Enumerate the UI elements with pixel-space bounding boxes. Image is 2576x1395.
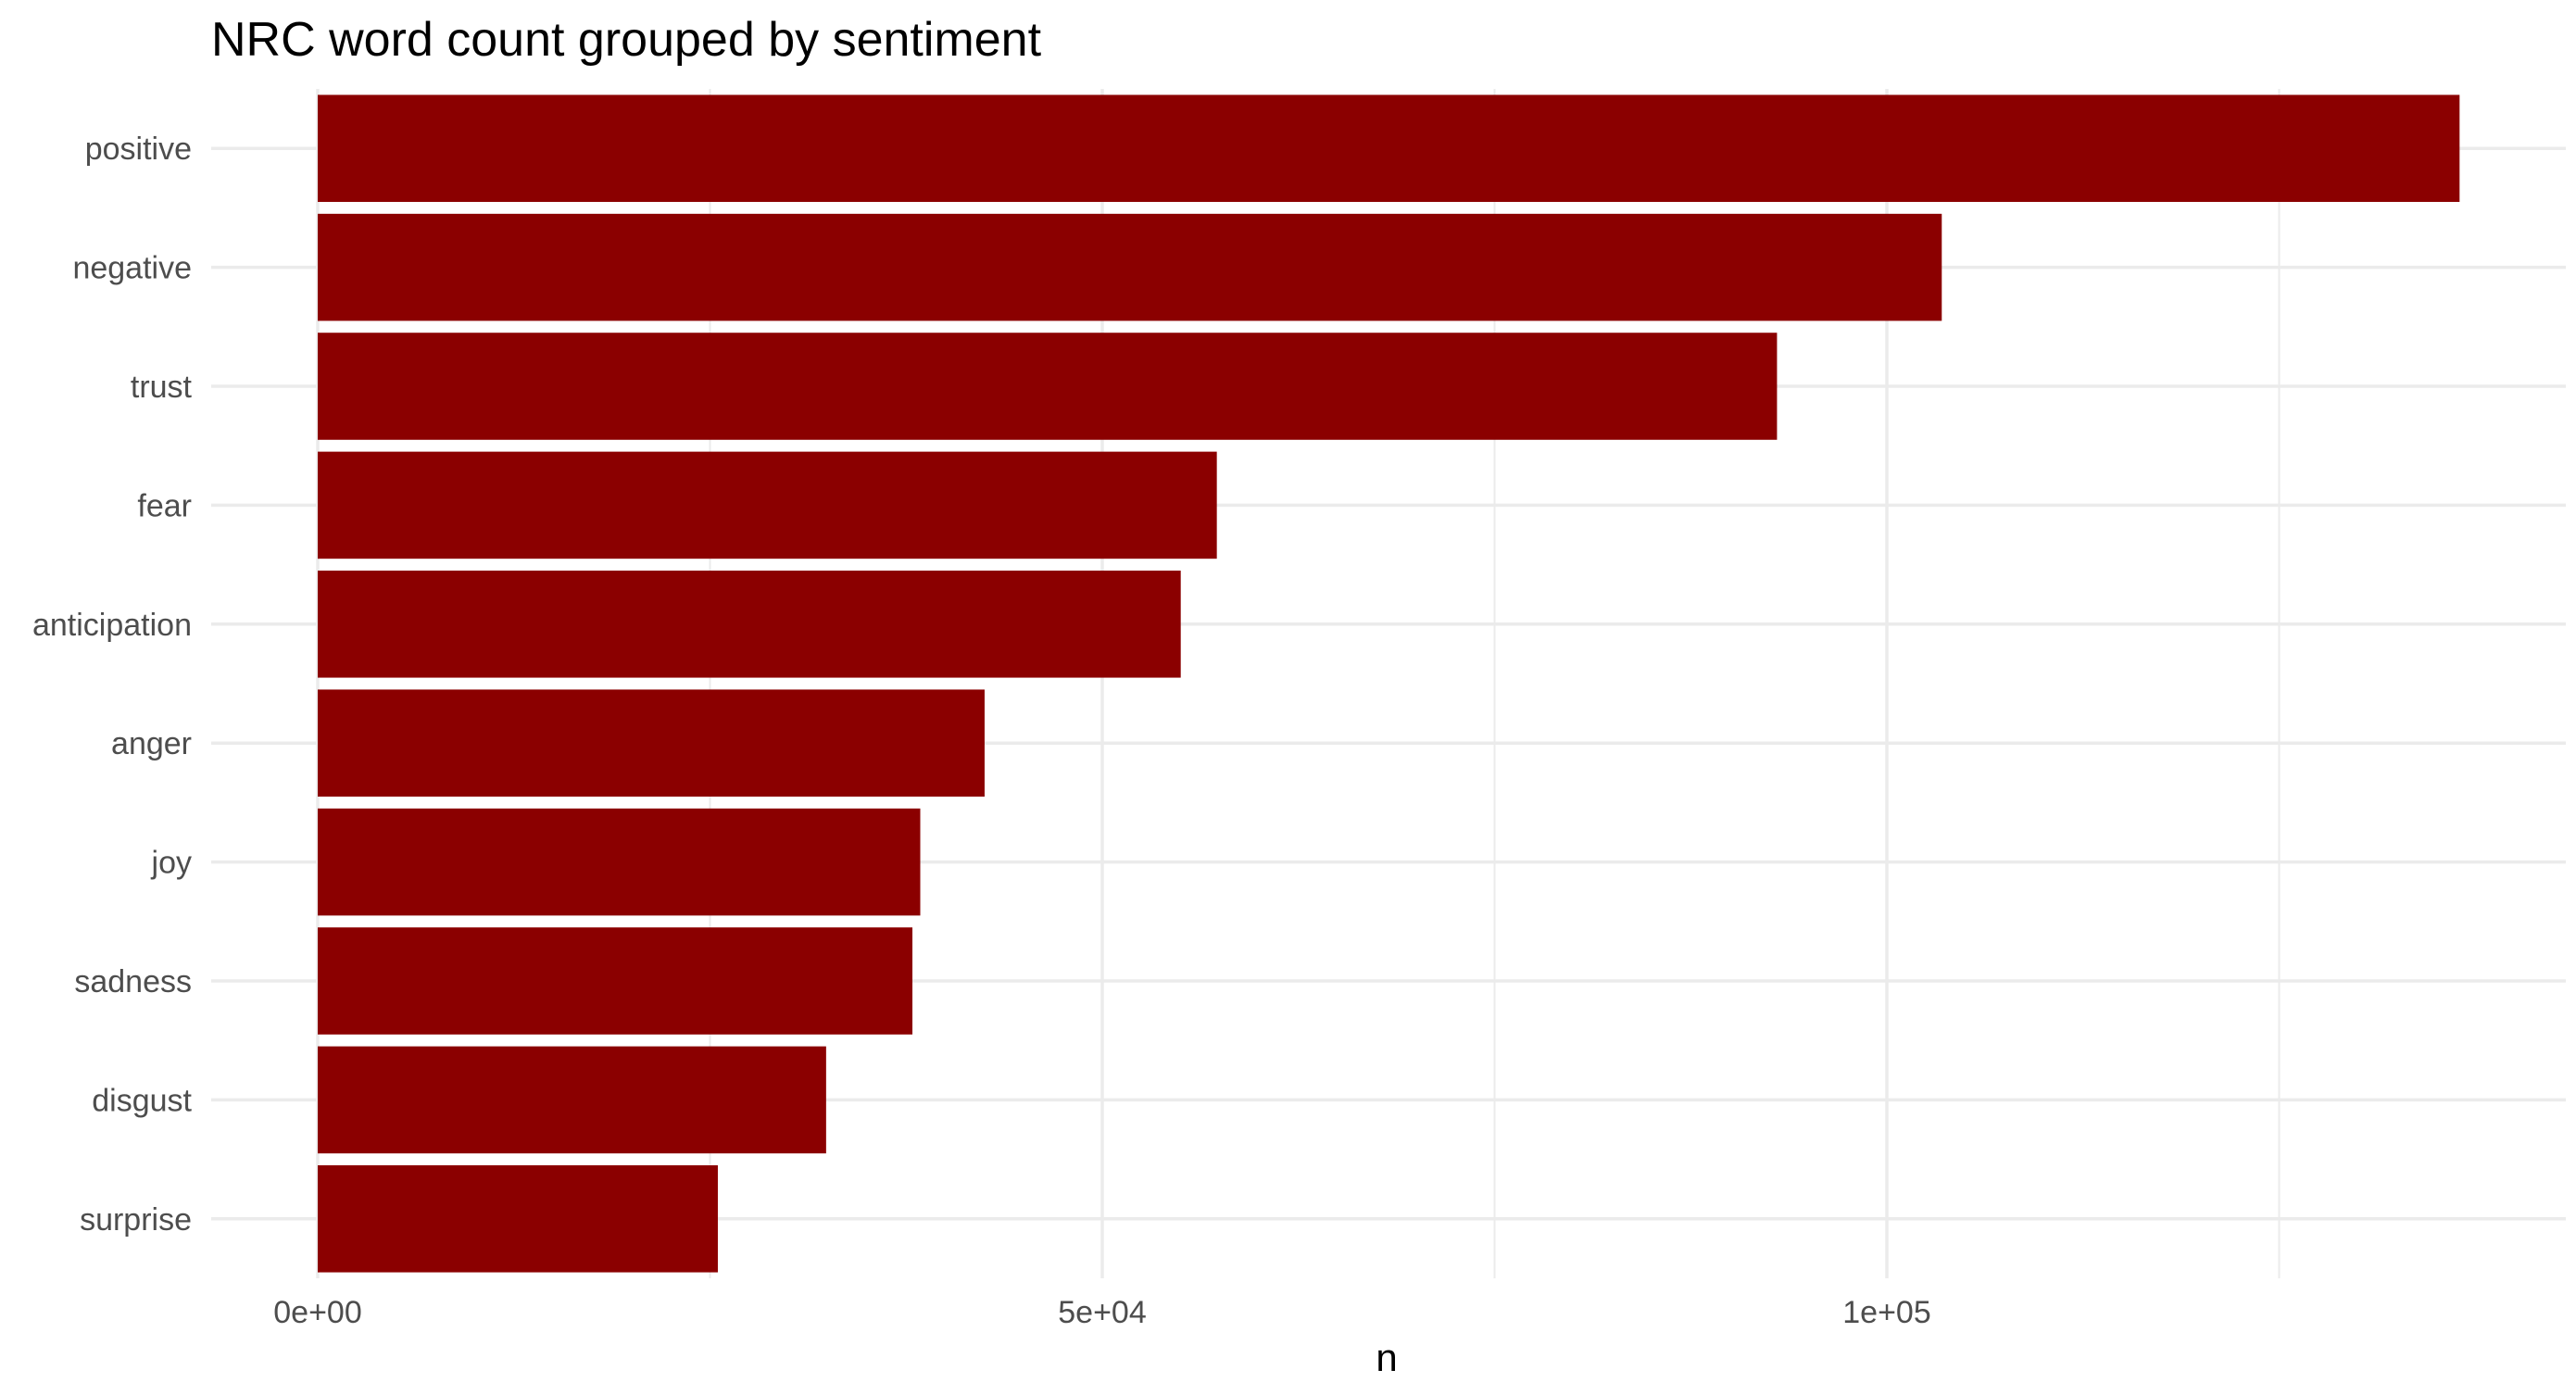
bar-disgust	[318, 1046, 826, 1154]
bar-anticipation	[318, 571, 1181, 678]
y-tick-label: disgust	[92, 1083, 192, 1118]
bar-anger	[318, 689, 985, 797]
bar-sadness	[318, 927, 913, 1035]
x-tick-label: 1e+05	[1842, 1295, 1931, 1330]
bar-positive	[318, 94, 2460, 202]
y-tick-label: negative	[72, 251, 192, 286]
y-tick-label: surprise	[80, 1202, 192, 1238]
y-tick-label: trust	[131, 370, 193, 405]
y-tick-label: fear	[137, 488, 192, 523]
y-tick-label: positive	[85, 132, 192, 167]
y-tick-label: joy	[151, 846, 192, 881]
y-tick-label: anticipation	[32, 608, 192, 643]
y-tick-label: anger	[111, 726, 192, 761]
x-axis-tick-labels: 0e+00 5e+04 1e+05	[273, 1295, 1931, 1330]
bar-trust	[318, 333, 1778, 440]
chart-title: NRC word count grouped by sentiment	[211, 13, 1042, 67]
x-tick-label: 5e+04	[1058, 1295, 1147, 1330]
bars	[318, 94, 2460, 1273]
y-axis-tick-labels: positive negative trust fear anticipation ang…	[32, 132, 193, 1238]
y-tick-label: sadness	[74, 964, 192, 999]
x-axis-title: n	[1376, 1336, 1397, 1379]
bar-negative	[318, 213, 1942, 321]
bar-fear	[318, 451, 1217, 559]
bar-surprise	[318, 1165, 718, 1273]
bar-joy	[318, 808, 921, 916]
x-tick-label: 0e+00	[273, 1295, 362, 1330]
